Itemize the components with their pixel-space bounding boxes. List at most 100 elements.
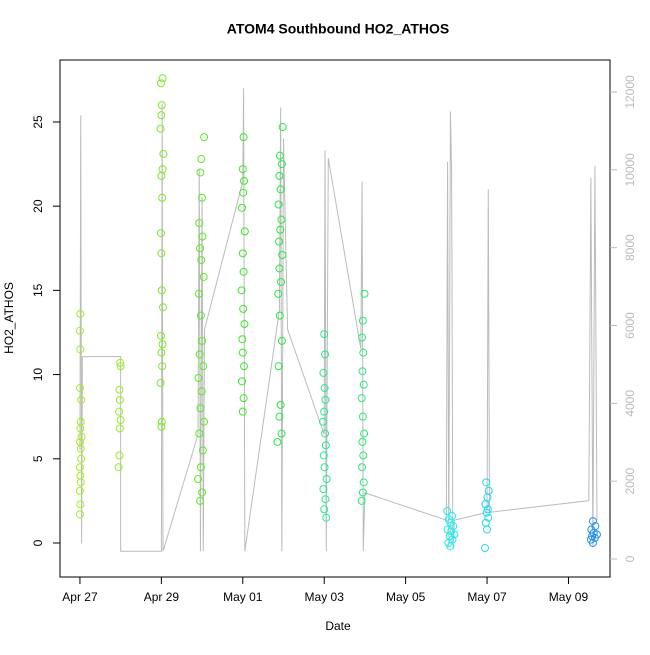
point: [75, 463, 84, 472]
point: [197, 387, 206, 396]
point: [198, 232, 207, 241]
point: [115, 407, 124, 416]
point: [198, 193, 207, 202]
point: [275, 311, 284, 320]
point: [156, 124, 165, 133]
point: [75, 437, 84, 446]
point: [239, 394, 248, 403]
point: [157, 422, 166, 431]
point: [77, 432, 86, 441]
point: [484, 486, 493, 495]
point: [195, 429, 204, 438]
point: [586, 535, 595, 544]
point: [76, 478, 85, 487]
point: [115, 424, 124, 433]
point: [197, 155, 206, 164]
point: [359, 380, 368, 389]
point: [319, 368, 328, 377]
point: [484, 513, 493, 522]
point: [195, 219, 204, 228]
x-tick-label: May 05: [386, 590, 426, 604]
point: [115, 385, 124, 394]
point: [157, 171, 166, 180]
point: [481, 518, 490, 527]
point: [321, 350, 330, 359]
point: [239, 267, 248, 276]
point: [358, 367, 367, 376]
point: [239, 188, 248, 197]
point: [276, 185, 285, 194]
point: [159, 149, 168, 158]
point: [198, 446, 207, 455]
point: [158, 193, 167, 202]
point: [274, 362, 283, 371]
point: [359, 451, 368, 460]
point: [199, 272, 208, 281]
y2-tick-label: 8000: [623, 234, 637, 261]
y-tick-label: 5: [31, 455, 45, 462]
point: [196, 168, 205, 177]
point: [275, 171, 284, 180]
point: [238, 407, 247, 416]
point: [196, 404, 205, 413]
point: [321, 395, 330, 404]
y2-tick-label: 2000: [623, 468, 637, 495]
point: [198, 488, 207, 497]
y-tick-label: 25: [31, 115, 45, 129]
point: [275, 412, 284, 421]
point: [238, 165, 247, 174]
point: [158, 165, 167, 174]
point: [76, 345, 85, 354]
point: [274, 289, 283, 298]
point: [157, 348, 166, 357]
chart-title: ATOM4 Southbound HO2_ATHOS: [227, 21, 449, 37]
y2-tick-label: 0: [623, 555, 637, 562]
point: [321, 429, 330, 438]
y2-line: [79, 88, 598, 552]
point: [320, 330, 329, 339]
point: [448, 512, 457, 521]
point: [194, 373, 203, 382]
point: [115, 451, 124, 460]
point: [275, 264, 284, 273]
point: [194, 289, 203, 298]
point: [588, 517, 597, 526]
point: [237, 286, 246, 295]
point: [157, 286, 166, 295]
point: [75, 326, 84, 335]
x-tick-label: Apr 27: [62, 590, 98, 604]
point: [320, 463, 329, 472]
point: [75, 510, 84, 519]
point: [158, 340, 167, 349]
point: [76, 500, 85, 509]
point: [157, 101, 166, 110]
point: [76, 309, 85, 318]
point: [77, 395, 86, 404]
point: [198, 336, 207, 345]
point: [359, 348, 368, 357]
point: [157, 249, 166, 258]
point: [75, 486, 84, 495]
point: [319, 485, 328, 494]
point: [358, 437, 367, 446]
point: [319, 451, 328, 460]
point: [276, 400, 285, 409]
point: [277, 336, 286, 345]
point: [591, 522, 600, 531]
point: [116, 416, 125, 425]
point: [321, 495, 330, 504]
point: [114, 463, 123, 472]
point: [239, 304, 248, 313]
point: [195, 350, 204, 359]
point: [278, 123, 287, 132]
point: [240, 362, 249, 371]
point: [156, 229, 165, 238]
point: [116, 358, 125, 367]
point: [447, 527, 456, 536]
y2-tick-label: 10000: [623, 153, 637, 187]
point: [277, 215, 286, 224]
point: [238, 249, 247, 258]
point: [76, 444, 85, 453]
point: [278, 251, 287, 260]
